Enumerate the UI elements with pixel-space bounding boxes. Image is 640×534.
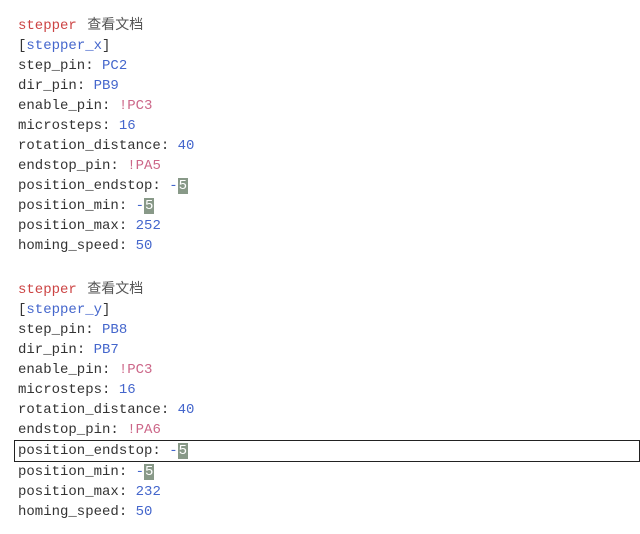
config-value: PB9 [94,78,119,94]
section-name: stepper_y [26,302,102,318]
colon: : [119,464,136,480]
section-gap [18,256,622,276]
value-prefix: - [136,464,144,480]
config-line: position_min: -5 [18,462,622,482]
config-line: dir_pin: PB7 [18,340,622,360]
config-line: rotation_distance: 40 [18,136,622,156]
config-key: rotation_distance [18,402,161,418]
config-line: homing_speed: 50 [18,236,622,256]
config-value: 40 [178,138,195,154]
config-key: homing_speed [18,238,119,254]
config-value: 40 [178,402,195,418]
value-highlight: 5 [144,464,154,480]
colon: : [119,238,136,254]
colon: : [119,198,136,214]
colon: : [119,504,136,520]
value-prefix: - [136,198,144,214]
colon: : [102,362,119,378]
config-line: position_max: 252 [18,216,622,236]
config-value: 16 [119,118,136,134]
config-key: dir_pin [18,342,77,358]
config-line: step_pin: PB8 [18,320,622,340]
config-line: position_min: -5 [18,196,622,216]
config-value: !PC3 [119,362,153,378]
colon: : [85,58,102,74]
bracket-close: ] [102,302,110,318]
config-line: enable_pin: !PC3 [18,360,622,380]
section-header: [stepper_x] [18,36,622,56]
colon: : [110,158,127,174]
colon: : [85,322,102,338]
config-line: endstop_pin: !PA6 [18,420,622,440]
colon: : [102,98,119,114]
colon: : [119,218,136,234]
colon: : [152,178,169,194]
section-name: stepper_x [26,38,102,54]
config-key: position_min [18,464,119,480]
config-key: position_endstop [18,443,152,459]
config-key: rotation_distance [18,138,161,154]
colon: : [161,138,178,154]
config-value: !PA6 [127,422,161,438]
config-line: microsteps: 16 [18,116,622,136]
config-line: position_endstop: -5 [18,176,622,196]
config-key: enable_pin [18,98,102,114]
config-line: dir_pin: PB9 [18,76,622,96]
config-key: position_max [18,484,119,500]
config-line: homing_speed: 50 [18,502,622,522]
colon: : [161,402,178,418]
section-label: stepper 查看文档 [18,16,622,36]
config-key: microsteps [18,118,102,134]
colon: : [102,118,119,134]
colon: : [152,443,169,459]
config-line: position_max: 232 [18,482,622,502]
colon: : [102,382,119,398]
value-prefix: - [169,443,177,459]
value-prefix: - [169,178,177,194]
config-key: step_pin [18,322,85,338]
config-line: enable_pin: !PC3 [18,96,622,116]
colon: : [110,422,127,438]
config-line: step_pin: PC2 [18,56,622,76]
label-suffix: 查看文档 [87,18,143,34]
config-value: 252 [136,218,161,234]
label-prefix: stepper [18,282,77,298]
config-key: position_endstop [18,178,152,194]
config-value: PC2 [102,58,127,74]
config-code-block: stepper 查看文档[stepper_x]step_pin: PC2dir_… [18,16,622,522]
colon: : [119,484,136,500]
config-value: 50 [136,504,153,520]
config-key: position_min [18,198,119,214]
config-value: 16 [119,382,136,398]
config-key: microsteps [18,382,102,398]
config-value: 50 [136,238,153,254]
config-key: dir_pin [18,78,77,94]
value-highlight: 5 [144,198,154,214]
config-key: endstop_pin [18,158,110,174]
config-line: position_endstop: -5 [14,440,640,462]
config-key: position_max [18,218,119,234]
config-key: endstop_pin [18,422,110,438]
config-value: PB8 [102,322,127,338]
colon: : [77,342,94,358]
config-line: rotation_distance: 40 [18,400,622,420]
config-value: !PA5 [127,158,161,174]
config-value: !PC3 [119,98,153,114]
value-highlight: 5 [178,178,188,194]
label-prefix: stepper [18,18,77,34]
section-header: [stepper_y] [18,300,622,320]
config-value: PB7 [94,342,119,358]
colon: : [77,78,94,94]
section-label: stepper 查看文档 [18,280,622,300]
bracket-close: ] [102,38,110,54]
config-key: step_pin [18,58,85,74]
label-suffix: 查看文档 [87,282,143,298]
config-value: 232 [136,484,161,500]
config-key: enable_pin [18,362,102,378]
config-key: homing_speed [18,504,119,520]
config-line: microsteps: 16 [18,380,622,400]
config-line: endstop_pin: !PA5 [18,156,622,176]
value-highlight: 5 [178,443,188,459]
